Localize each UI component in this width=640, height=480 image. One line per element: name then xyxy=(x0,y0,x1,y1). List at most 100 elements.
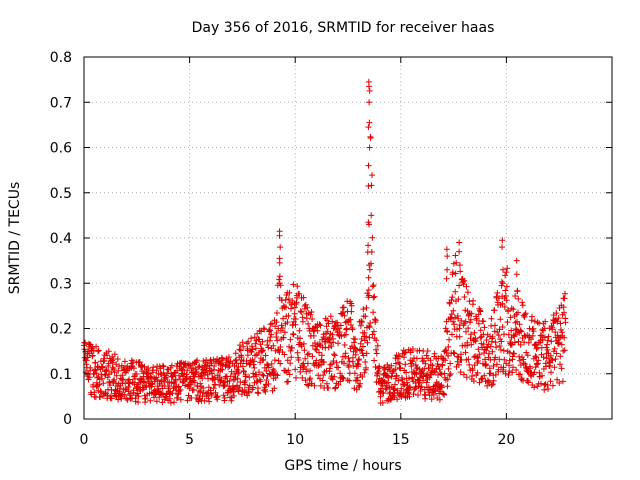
data-point xyxy=(346,370,353,377)
data-point xyxy=(226,377,233,384)
data-point xyxy=(290,281,297,288)
data-point xyxy=(512,293,519,299)
data-point xyxy=(448,311,455,318)
data-point xyxy=(365,183,372,189)
data-point xyxy=(499,244,505,251)
data-point xyxy=(475,346,482,353)
data-point xyxy=(558,341,565,348)
data-point xyxy=(366,221,372,228)
data-point xyxy=(515,309,521,316)
data-point xyxy=(503,269,510,276)
data-point xyxy=(318,352,325,359)
data-point xyxy=(305,350,312,357)
data-point xyxy=(328,373,335,380)
data-point xyxy=(450,349,457,356)
data-point xyxy=(339,374,346,381)
data-point xyxy=(227,373,234,380)
data-point xyxy=(271,357,278,364)
data-point xyxy=(366,87,373,94)
data-point xyxy=(251,364,258,371)
data-point xyxy=(499,324,506,330)
data-point xyxy=(455,315,462,322)
data-point xyxy=(371,293,378,300)
data-point xyxy=(436,366,443,373)
data-point xyxy=(533,354,540,361)
data-point xyxy=(530,328,537,335)
data-point xyxy=(126,380,133,387)
data-point xyxy=(142,395,149,402)
data-point xyxy=(328,343,335,350)
data-point xyxy=(277,344,284,350)
data-point xyxy=(296,291,303,297)
data-point xyxy=(445,343,452,350)
data-point xyxy=(413,355,420,362)
data-point xyxy=(476,351,483,358)
data-point xyxy=(477,308,484,315)
data-point xyxy=(367,135,374,141)
data-point xyxy=(474,369,481,376)
data-point xyxy=(516,357,523,364)
data-point xyxy=(348,302,355,309)
data-point xyxy=(503,283,510,290)
data-point xyxy=(522,364,529,371)
data-point xyxy=(500,364,507,371)
data-point xyxy=(497,316,504,323)
data-point xyxy=(231,392,237,399)
data-point xyxy=(225,364,232,371)
data-point xyxy=(331,323,338,330)
data-point xyxy=(456,333,463,340)
data-point xyxy=(265,364,272,371)
data-point xyxy=(327,339,333,346)
data-point xyxy=(300,294,307,301)
data-point xyxy=(512,326,519,332)
data-point xyxy=(388,362,395,369)
data-point xyxy=(89,352,96,359)
data-point xyxy=(374,342,381,349)
data-point xyxy=(532,353,539,360)
data-point xyxy=(396,353,402,360)
data-point xyxy=(397,365,404,372)
data-point xyxy=(500,266,506,273)
data-point xyxy=(95,347,102,354)
data-point xyxy=(279,325,286,331)
data-point xyxy=(240,343,247,350)
data-point xyxy=(150,364,157,371)
data-point xyxy=(555,340,562,347)
data-point xyxy=(189,387,196,394)
data-point xyxy=(561,334,568,341)
data-point xyxy=(230,385,237,392)
data-point xyxy=(549,324,556,331)
data-point xyxy=(338,333,345,340)
y-tick-label: 0.8 xyxy=(50,50,72,66)
data-point xyxy=(368,248,375,255)
data-point xyxy=(216,382,223,388)
data-point xyxy=(285,367,292,374)
data-point xyxy=(455,361,462,368)
data-point xyxy=(214,393,221,400)
data-point xyxy=(489,381,496,388)
data-point xyxy=(453,259,460,266)
data-point xyxy=(529,313,535,320)
data-point xyxy=(471,329,478,336)
data-point xyxy=(104,374,111,381)
data-point xyxy=(219,362,226,369)
data-point xyxy=(486,365,493,372)
data-point xyxy=(244,352,251,359)
data-point xyxy=(331,351,337,358)
data-point xyxy=(418,383,425,390)
data-point xyxy=(456,248,463,255)
data-point xyxy=(365,242,372,249)
data-point xyxy=(274,337,281,344)
data-point xyxy=(217,378,224,385)
data-point xyxy=(335,340,341,347)
data-point xyxy=(206,398,213,405)
data-point xyxy=(560,304,567,311)
data-point xyxy=(515,338,522,345)
data-point xyxy=(366,144,373,151)
data-point xyxy=(281,329,288,336)
data-point xyxy=(480,318,487,325)
data-point xyxy=(192,369,199,376)
data-point xyxy=(261,326,268,333)
data-point xyxy=(490,363,497,369)
data-point xyxy=(393,372,400,379)
